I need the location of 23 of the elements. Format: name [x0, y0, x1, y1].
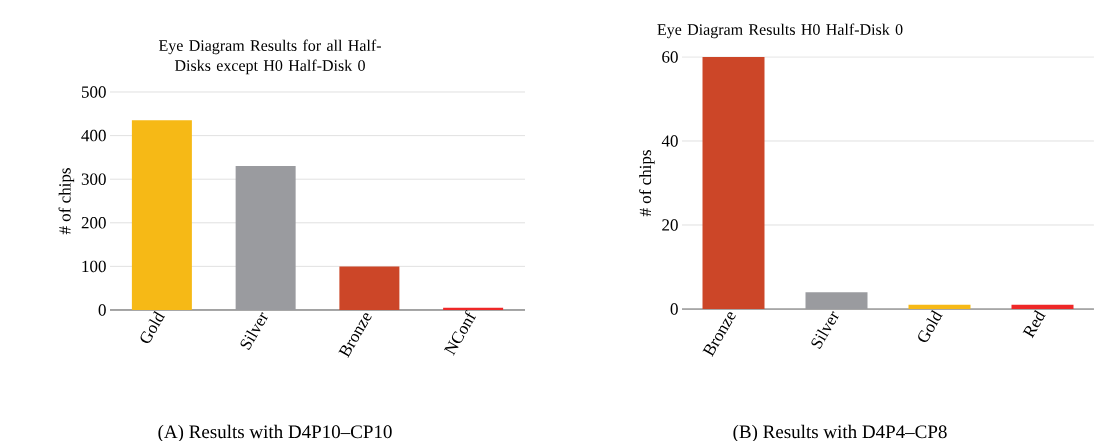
y-tick-label: 60 [662, 51, 678, 63]
chart-title: Eye Diagram Results H0 Half-Disk 0 [657, 23, 903, 39]
y-tick-label: 200 [81, 217, 106, 229]
y-tick-label: 0 [98, 304, 106, 316]
y-tick-label: 500 [81, 86, 106, 98]
bar [1011, 304, 1074, 309]
bar [443, 307, 504, 310]
y-tick-label: 100 [82, 260, 106, 273]
bar [805, 292, 868, 309]
chart-title: Eye Diagram Results for all Half-Disks except H0 Half-Disk 0 [158, 39, 381, 75]
y-axis-title: # of chips [58, 168, 75, 235]
y-tick-label: 40 [661, 135, 678, 147]
y-tick-label: 0 [670, 303, 678, 315]
x-tick-label: Red [1022, 310, 1046, 339]
bar [908, 304, 971, 309]
y-axis-title: # of chips [639, 150, 655, 217]
y-tick-label: 300 [81, 173, 106, 185]
y-tick-label: 400 [81, 129, 106, 142]
bar [339, 266, 400, 310]
bar [131, 120, 192, 310]
bar [235, 166, 296, 310]
bar [702, 56, 765, 309]
y-tick-label: 20 [662, 219, 678, 231]
